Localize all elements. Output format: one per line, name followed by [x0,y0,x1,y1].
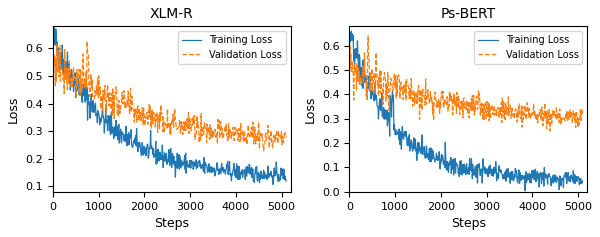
Validation Loss [49,55,56,58]
Validation Loss [283,136,290,139]
Validation Loss [547,129,554,132]
Validation Loss [485,101,493,104]
Validation Loss [83,40,91,43]
Validation Loss [458,100,466,103]
Training Loss [457,173,464,175]
Training Loss [458,173,466,176]
Validation Loss [241,130,248,133]
Line: Training Loss: Training Loss [53,26,286,184]
Validation Loss [188,118,196,120]
Validation Loss [346,70,353,73]
Training Loss [579,180,586,182]
Training Loss [51,25,58,27]
Training Loss [521,189,529,192]
Y-axis label: Loss: Loss [304,95,316,123]
Training Loss [161,159,168,162]
Validation Loss [365,35,372,37]
Training Loss [473,176,480,179]
Training Loss [49,31,56,34]
Training Loss [278,170,285,173]
Line: Training Loss: Training Loss [349,31,583,191]
Training Loss [176,168,183,171]
Validation Loss [574,126,581,129]
Title: XLM-R: XLM-R [150,7,194,21]
Validation Loss [161,132,168,134]
Line: Validation Loss: Validation Loss [349,36,583,131]
Validation Loss [162,123,169,126]
Training Loss [188,160,196,163]
Training Loss [162,157,169,160]
Validation Loss [473,97,480,100]
Validation Loss [176,119,183,122]
Validation Loss [260,149,267,152]
Training Loss [241,168,248,171]
X-axis label: Steps: Steps [451,217,486,230]
Validation Loss [278,130,285,133]
Training Loss [283,180,290,182]
Validation Loss [538,118,545,121]
Training Loss [348,30,355,32]
Training Loss [574,175,581,178]
X-axis label: Steps: Steps [154,217,190,230]
Legend: Training Loss, Validation Loss: Training Loss, Validation Loss [475,31,583,64]
Legend: Training Loss, Validation Loss: Training Loss, Validation Loss [178,31,286,64]
Title: Ps-BERT: Ps-BERT [441,7,496,21]
Training Loss [538,182,545,185]
Validation Loss [579,106,586,109]
Training Loss [346,44,353,47]
Y-axis label: Loss: Loss [7,95,20,123]
Training Loss [485,165,493,168]
Training Loss [269,183,277,186]
Line: Validation Loss: Validation Loss [53,41,286,150]
Validation Loss [457,104,464,107]
